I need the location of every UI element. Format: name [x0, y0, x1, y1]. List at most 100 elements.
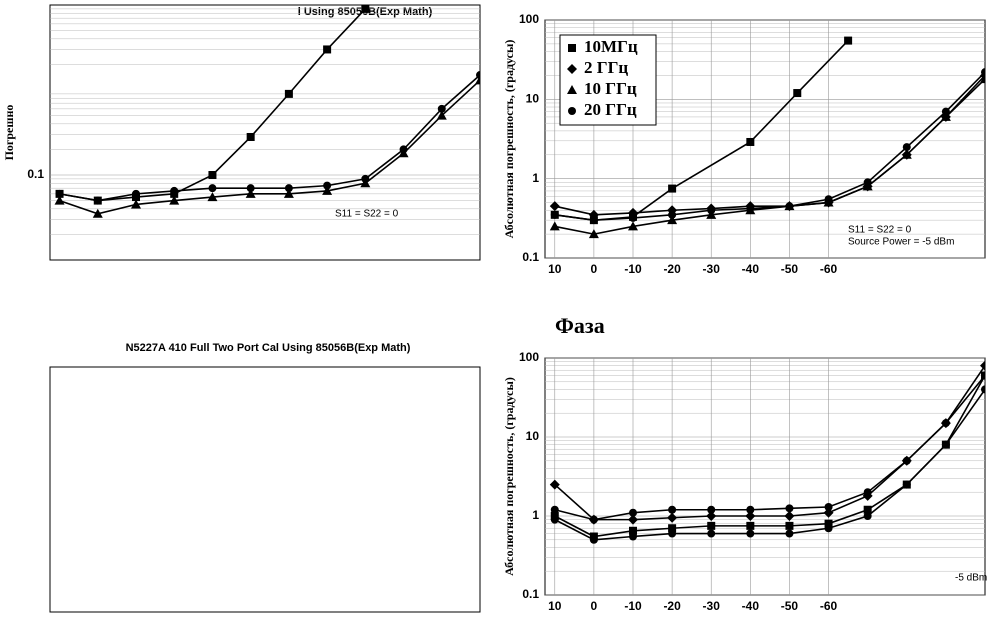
x-tick-label: -40 — [742, 599, 760, 613]
marker — [844, 36, 853, 45]
annotation: -5 dBm — [955, 573, 987, 584]
chart-title: Фаза — [555, 313, 605, 338]
marker — [902, 480, 911, 489]
marker — [568, 107, 576, 115]
legend-label: 2 ГГц — [584, 58, 628, 77]
marker — [589, 535, 598, 544]
series-line — [554, 365, 985, 521]
marker — [668, 529, 677, 538]
marker — [246, 184, 255, 193]
marker — [550, 505, 559, 514]
marker — [785, 529, 794, 538]
marker — [436, 110, 447, 120]
marker — [208, 171, 217, 179]
marker — [629, 526, 637, 535]
legend-label: 10 ГГц — [584, 79, 637, 98]
y-tick-label: 10 — [526, 429, 540, 443]
marker — [824, 502, 833, 511]
marker — [862, 490, 873, 501]
series-line — [554, 71, 985, 221]
marker — [323, 181, 332, 190]
marker — [550, 210, 559, 219]
marker — [54, 195, 65, 205]
x-tick-label: -20 — [663, 262, 681, 276]
x-tick-label: 0 — [591, 262, 598, 276]
marker — [784, 511, 795, 521]
marker — [475, 75, 480, 85]
marker — [785, 202, 794, 211]
y-tick-label: 1 — [532, 508, 539, 522]
marker — [629, 532, 637, 541]
marker — [707, 529, 716, 538]
series-group — [549, 360, 985, 544]
marker — [940, 418, 951, 429]
legend-label: 10МГц — [584, 37, 638, 56]
marker — [323, 45, 332, 54]
series-line — [59, 79, 480, 215]
marker — [981, 371, 985, 380]
marker — [746, 204, 755, 213]
series-line — [554, 388, 985, 541]
marker — [588, 514, 599, 525]
marker — [170, 186, 179, 195]
marker — [746, 505, 755, 514]
marker — [476, 71, 480, 80]
marker — [980, 360, 985, 371]
series-line — [554, 78, 985, 235]
y-tick-label: 0.1 — [522, 250, 539, 264]
series-group — [54, 5, 480, 218]
marker — [793, 89, 802, 98]
marker — [706, 209, 717, 219]
marker — [437, 104, 446, 113]
marker — [981, 68, 985, 77]
marker — [567, 85, 577, 94]
y-axis-label: Абсолютная погрешность, (градусы) — [502, 40, 516, 239]
x-tick-label: 10 — [548, 599, 562, 613]
marker — [92, 208, 103, 218]
marker — [746, 529, 755, 538]
marker — [245, 188, 256, 198]
x-tick-label: 10 — [548, 262, 562, 276]
marker — [208, 184, 217, 193]
chart-title: N5227A 410 Full Two Port Cal Using 85056… — [126, 342, 411, 354]
marker — [246, 132, 255, 141]
marker — [132, 189, 140, 198]
y-axis-label: Погрешно — [2, 105, 16, 161]
marker — [131, 199, 141, 209]
x-tick-label: 0 — [591, 599, 598, 613]
x-tick-label: -10 — [624, 599, 642, 613]
marker — [863, 178, 872, 187]
x-tick-label: -30 — [703, 262, 721, 276]
marker — [824, 524, 833, 533]
y-tick-label: 0.1 — [522, 587, 539, 601]
plot-area — [49, 366, 481, 613]
y-tick-label: 100 — [519, 12, 539, 26]
marker — [398, 148, 409, 158]
marker — [668, 184, 677, 193]
marker — [549, 201, 560, 212]
x-tick-label: -30 — [703, 599, 721, 613]
x-tick-label: -10 — [624, 262, 642, 276]
plot-area — [544, 357, 986, 596]
marker — [361, 5, 370, 13]
marker — [823, 507, 834, 518]
marker — [707, 521, 716, 530]
marker — [707, 206, 716, 215]
marker — [824, 519, 833, 528]
marker — [668, 505, 677, 514]
marker — [629, 213, 637, 222]
marker — [568, 44, 576, 52]
marker — [901, 455, 912, 466]
marker — [550, 515, 559, 524]
marker — [588, 229, 599, 239]
marker — [863, 505, 872, 514]
marker — [207, 192, 218, 202]
marker — [745, 511, 756, 521]
y-axis-label: Абсолютная погрешность, (градусы) — [502, 377, 516, 576]
plot-area — [49, 4, 481, 261]
marker — [284, 89, 293, 98]
marker — [567, 64, 577, 74]
marker — [746, 521, 755, 530]
marker — [785, 521, 794, 530]
legend-label: 20 ГГц — [584, 100, 637, 119]
